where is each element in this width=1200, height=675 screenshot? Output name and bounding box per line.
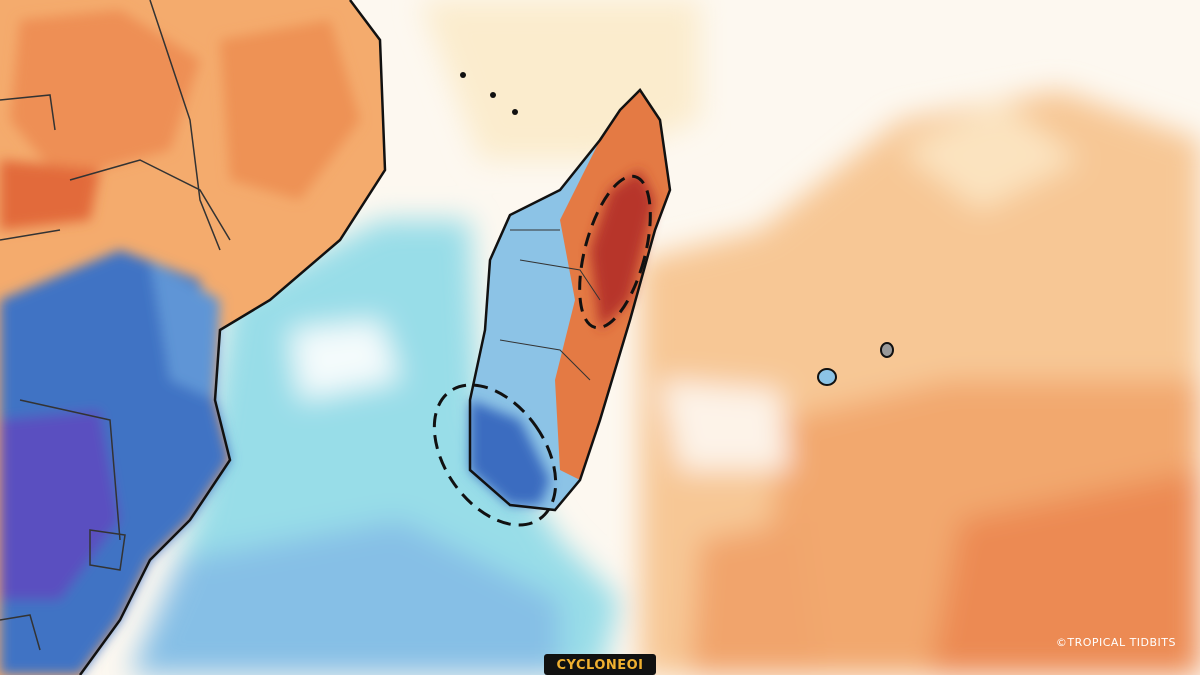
brand: CYCLONEOI xyxy=(556,658,643,673)
africa-land xyxy=(0,0,387,675)
highlight-ellipses xyxy=(432,174,652,527)
islands xyxy=(460,72,894,386)
madagascar xyxy=(468,88,672,512)
brand-badge: CYCLONEOI xyxy=(544,654,656,675)
credit: ©TROPICAL TIDBITS xyxy=(1056,636,1176,649)
